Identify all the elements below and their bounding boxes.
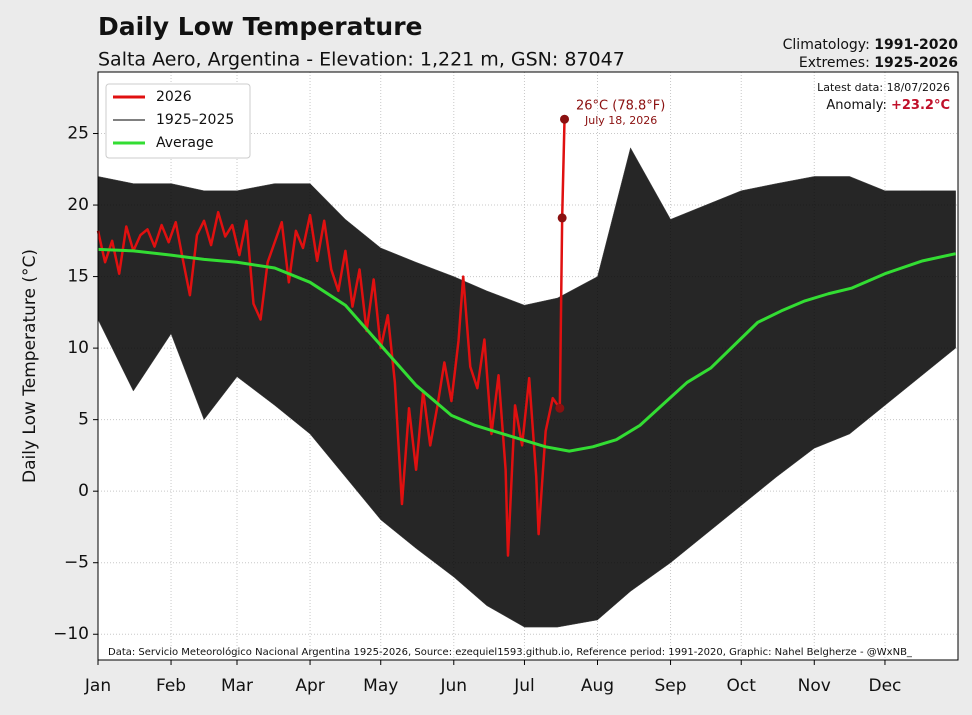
legend-label: 2026 xyxy=(156,89,192,105)
y-axis-label: Daily Low Temperature (°C) xyxy=(20,249,40,483)
x-tick-label: Nov xyxy=(798,676,831,696)
x-tick-label: Jun xyxy=(439,676,467,696)
y-tick-label: 25 xyxy=(67,124,89,144)
latest-point xyxy=(555,403,565,413)
plot xyxy=(96,72,958,660)
series-line xyxy=(97,247,956,453)
legend-label: 1925–2025 xyxy=(156,112,234,128)
peak-date: July 18, 2026 xyxy=(584,114,657,127)
x-tick-label: Oct xyxy=(727,676,757,696)
anomaly-label: Anomaly: xyxy=(826,98,891,113)
series-line xyxy=(96,119,566,557)
extremes: Extremes: 1925-2026 xyxy=(799,55,958,71)
chart-subtitle: Salta Aero, Argentina - Elevation: 1,221… xyxy=(98,49,625,71)
legend: 2026 1925–2025 Average xyxy=(105,83,251,159)
y-tick-label: 20 xyxy=(67,195,89,215)
x-tick-label: Dec xyxy=(869,676,902,696)
legend-box xyxy=(105,83,251,159)
anomaly-value: +23.2°C xyxy=(891,98,950,113)
x-tick-label: Aug xyxy=(581,676,614,696)
peak-annotation: 26°C (78.8°F) xyxy=(576,99,665,114)
x-tick-label: Apr xyxy=(295,676,324,696)
x-tick-label: Sep xyxy=(655,676,687,696)
x-tick-label: Jul xyxy=(513,676,535,696)
y-tick-label: 0 xyxy=(78,481,89,501)
y-tick-label: 10 xyxy=(67,338,89,358)
latest-point xyxy=(557,213,567,223)
plot-frame xyxy=(97,71,959,661)
anomaly: Anomaly: +23.2°C xyxy=(826,98,950,113)
climatology-label: Climatology: xyxy=(783,37,875,53)
climatology-value: 1991-2020 xyxy=(874,37,958,53)
legend-label: Average xyxy=(156,135,214,151)
latest-data: Latest data: 18/07/2026 xyxy=(817,81,950,94)
extremes-value: 1925-2026 xyxy=(874,55,958,71)
historical-band xyxy=(97,147,956,628)
y-tick-label: −10 xyxy=(53,624,89,644)
x-tick-label: Mar xyxy=(221,676,253,696)
y-tick-label: 15 xyxy=(67,267,89,287)
x-tick-label: Feb xyxy=(156,676,186,696)
y-tick-label: −5 xyxy=(64,553,89,573)
x-tick-label: Jan xyxy=(84,676,111,696)
extremes-label: Extremes: xyxy=(799,55,874,71)
y-tick-label: 5 xyxy=(78,410,89,430)
latest-point xyxy=(560,114,570,124)
climatology: Climatology: 1991-2020 xyxy=(783,37,959,53)
x-tick-label: May xyxy=(363,676,398,696)
source-note: Data: Servicio Meteorológico Nacional Ar… xyxy=(108,646,913,658)
chart-title: Daily Low Temperature xyxy=(98,12,423,41)
